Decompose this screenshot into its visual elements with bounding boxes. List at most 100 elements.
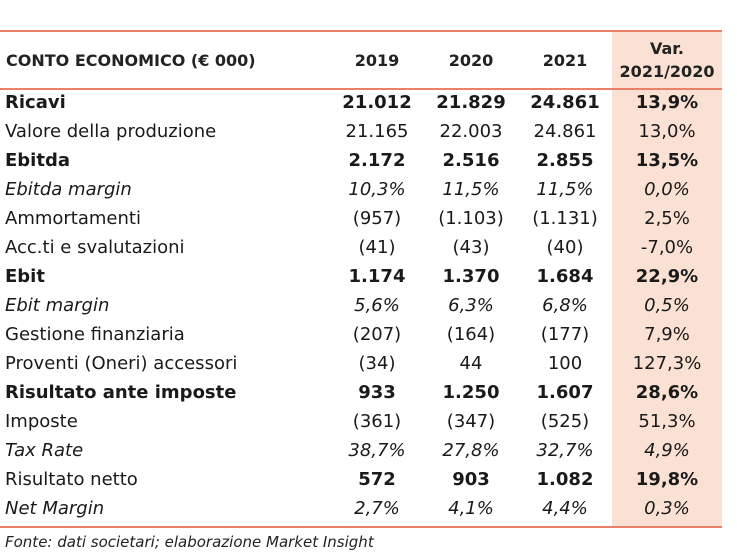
row-label: Valore della produzione xyxy=(5,121,217,142)
cell-2020: 44 xyxy=(459,353,483,374)
cell-2020: 903 xyxy=(452,469,490,490)
cell-2021: (177) xyxy=(540,324,590,345)
cell-2019: (207) xyxy=(352,324,402,345)
table-row: Acc.ti e svalutazioni (41) (43) (40) -7,0% xyxy=(0,233,722,262)
cell-2020: 11,5% xyxy=(442,179,500,200)
row-label: Tax Rate xyxy=(5,440,84,461)
cell-2021: 24.861 xyxy=(533,121,597,142)
row-label: Acc.ti e svalutazioni xyxy=(5,237,185,258)
cell-2021: (40) xyxy=(546,237,584,258)
cell-2019: 2.172 xyxy=(348,150,406,171)
row-label: Risultato netto xyxy=(5,469,138,490)
cell-2019: 21.165 xyxy=(345,121,409,142)
table-row: Ebit margin 5,6% 6,3% 6,8% 0,5% xyxy=(0,291,722,320)
cell-2020: 22.003 xyxy=(439,121,503,142)
cell-2019: (361) xyxy=(352,411,402,432)
cell-2021: 6,8% xyxy=(542,295,588,316)
cell-variation: 4,9% xyxy=(644,440,690,461)
variation-column-highlight xyxy=(612,31,722,527)
table-row: Ebit 1.174 1.370 1.684 22,9% xyxy=(0,262,722,291)
cell-2021: (525) xyxy=(540,411,590,432)
cell-2021: 24.861 xyxy=(530,92,600,113)
cell-2020: (43) xyxy=(452,237,490,258)
cell-variation: 13,5% xyxy=(635,150,699,171)
cell-2020: (164) xyxy=(446,324,496,345)
cell-variation: 0,3% xyxy=(644,498,690,519)
row-label: Ebit margin xyxy=(5,295,110,316)
cell-2019: (957) xyxy=(352,208,402,229)
table-body: Ricavi 21.012 21.829 24.861 13,9% Valore dell… xyxy=(0,88,722,523)
cell-2021: (1.131) xyxy=(532,208,598,229)
cell-variation: 127,3% xyxy=(632,353,702,374)
table-row: Ricavi 21.012 21.829 24.861 13,9% xyxy=(0,88,722,117)
top-rule xyxy=(0,30,722,32)
cell-2019: 2,7% xyxy=(354,498,400,519)
cell-2021: 1.607 xyxy=(536,382,594,403)
table-row: Tax Rate 38,7% 27,8% 32,7% 4,9% xyxy=(0,436,722,465)
cell-variation: 22,9% xyxy=(635,266,699,287)
header-variation-line1: Var. xyxy=(650,39,684,58)
cell-2020: 4,1% xyxy=(448,498,494,519)
row-label: Ricavi xyxy=(5,92,66,113)
cell-2021: 32,7% xyxy=(536,440,594,461)
cell-2021: 11,5% xyxy=(536,179,594,200)
row-label: Risultato ante imposte xyxy=(5,382,237,403)
cell-2019: 38,7% xyxy=(348,440,406,461)
header-rule xyxy=(0,88,722,90)
header-2021: 2021 xyxy=(542,50,588,70)
cell-2020: 21.829 xyxy=(436,92,506,113)
cell-variation: 2,5% xyxy=(644,208,690,229)
cell-2020: 1.250 xyxy=(442,382,500,403)
bottom-rule xyxy=(0,526,722,528)
cell-variation: 13,0% xyxy=(638,121,696,142)
cell-2020: (1.103) xyxy=(438,208,504,229)
row-label: Ebitda margin xyxy=(5,179,132,200)
cell-variation: 0,0% xyxy=(644,179,690,200)
cell-2019: 572 xyxy=(358,469,396,490)
cell-variation: -7,0% xyxy=(640,237,694,258)
cell-2019: 5,6% xyxy=(354,295,400,316)
cell-2020: 27,8% xyxy=(442,440,500,461)
cell-2020: 2.516 xyxy=(442,150,500,171)
cell-2021: 1.684 xyxy=(536,266,594,287)
table-row: Net Margin 2,7% 4,1% 4,4% 0,3% xyxy=(0,494,722,523)
income-statement-table: CONTO ECONOMICO (€ 000) 2019 2020 2021 V… xyxy=(0,32,722,523)
row-label: Ebit xyxy=(5,266,45,287)
cell-variation: 51,3% xyxy=(638,411,696,432)
cell-2021: 4,4% xyxy=(542,498,588,519)
table-row: Imposte (361) (347) (525) 51,3% xyxy=(0,407,722,436)
table-row: Proventi (Oneri) accessori (34) 44 100 127,3… xyxy=(0,349,722,378)
cell-2019: 21.012 xyxy=(342,92,412,113)
cell-2020: 6,3% xyxy=(448,295,494,316)
cell-2019: 10,3% xyxy=(348,179,406,200)
table-row: Gestione finanziaria (207) (164) (177) 7,9% xyxy=(0,320,722,349)
cell-2019: (34) xyxy=(358,353,396,374)
row-label: Imposte xyxy=(5,411,78,432)
row-label: Ebitda xyxy=(5,150,70,171)
row-label: Net Margin xyxy=(5,498,105,519)
cell-variation: 7,9% xyxy=(644,324,690,345)
table-row: Risultato ante imposte 933 1.250 1.607 28,6% xyxy=(0,378,722,407)
header-variation-line2: 2021/2020 xyxy=(619,62,715,81)
cell-2020: 1.370 xyxy=(442,266,500,287)
cell-2021: 2.855 xyxy=(536,150,594,171)
table-row: Valore della produzione 21.165 22.003 24.86… xyxy=(0,117,722,146)
header-variation: Var. 2021/2020 xyxy=(612,32,722,88)
table-row: Ebitda 2.172 2.516 2.855 13,5% xyxy=(0,146,722,175)
cell-variation: 13,9% xyxy=(635,92,699,113)
cell-variation: 28,6% xyxy=(635,382,699,403)
table-row: Risultato netto 572 903 1.082 19,8% xyxy=(0,465,722,494)
row-label: Proventi (Oneri) accessori xyxy=(5,353,238,374)
cell-variation: 19,8% xyxy=(635,469,699,490)
cell-2020: (347) xyxy=(446,411,496,432)
cell-2021: 1.082 xyxy=(536,469,594,490)
row-label: Ammortamenti xyxy=(5,208,141,229)
header-2019: 2019 xyxy=(354,50,400,70)
cell-variation: 0,5% xyxy=(644,295,690,316)
header-label: CONTO ECONOMICO (€ 000) xyxy=(6,50,256,70)
table-row: Ammortamenti (957) (1.103) (1.131) 2,5% xyxy=(0,204,722,233)
header-2020: 2020 xyxy=(448,50,494,70)
table-header-row: CONTO ECONOMICO (€ 000) 2019 2020 2021 V… xyxy=(0,32,722,88)
cell-2021: 100 xyxy=(547,353,583,374)
